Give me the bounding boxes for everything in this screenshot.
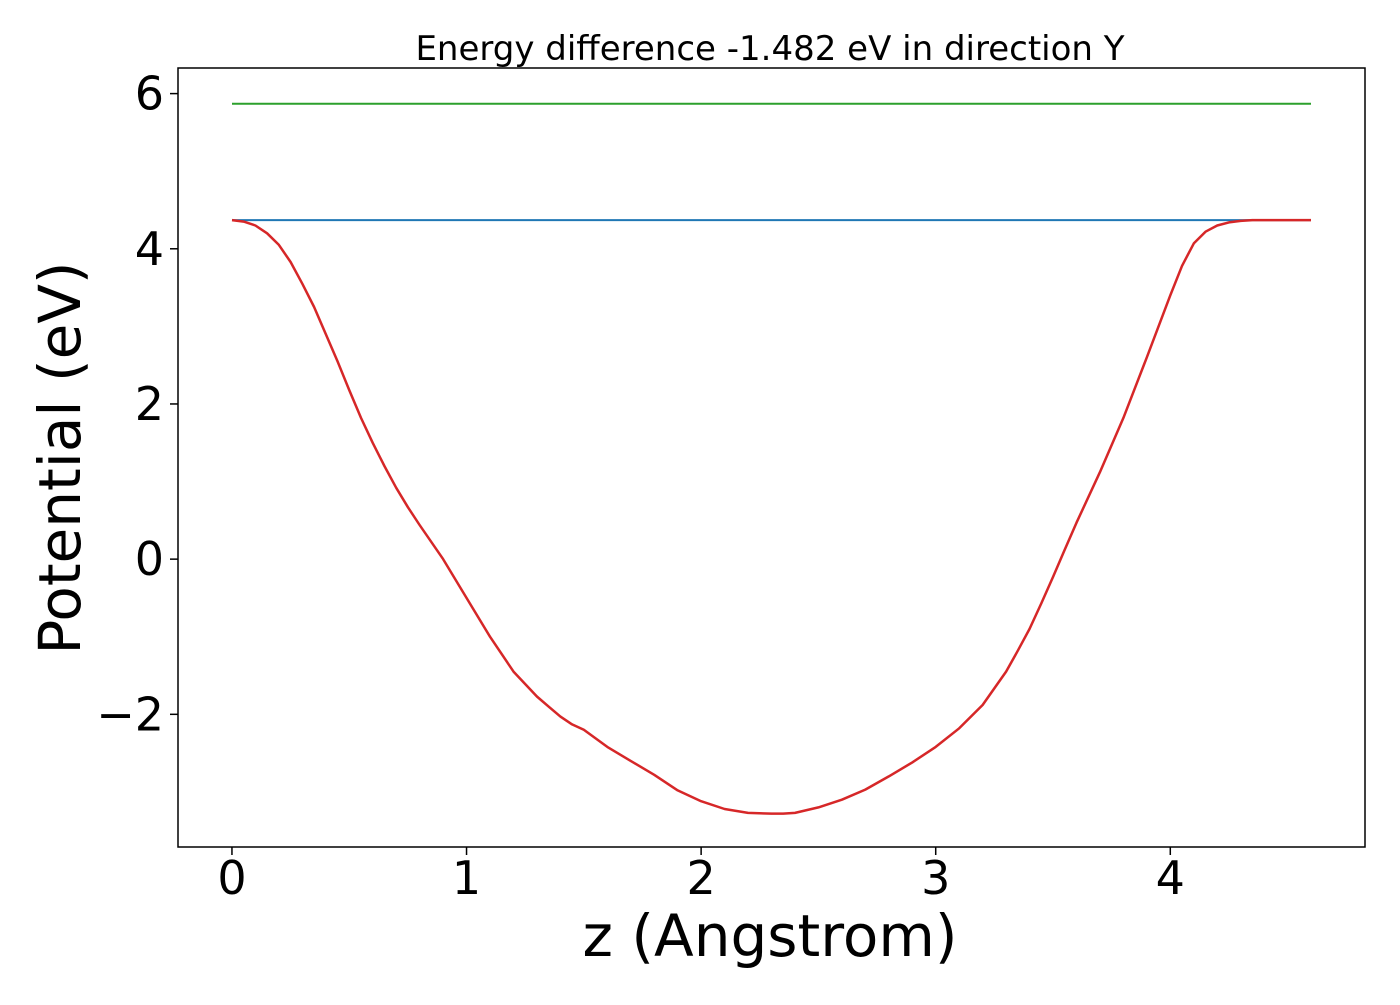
x-tick-label: 1 [452, 851, 481, 905]
chart-title: Energy difference -1.482 eV in direction… [415, 29, 1124, 69]
series-layer [231, 102, 1311, 815]
x-tick-label: 3 [921, 851, 950, 905]
y-tick-label: −2 [96, 687, 164, 741]
y-tick-label: 2 [135, 377, 164, 431]
y-tick-label: 4 [135, 222, 164, 276]
series-line-3 [231, 218, 1311, 815]
x-axis-ticks: 0 1 2 3 4 [217, 847, 1185, 905]
x-tick-label: 0 [217, 851, 246, 905]
y-tick-label: 6 [135, 67, 164, 121]
x-tick-label: 4 [1156, 851, 1185, 905]
x-tick-label: 2 [686, 851, 715, 905]
x-axis-label: z (Angstrom) [583, 902, 958, 970]
y-tick-label: 0 [135, 532, 164, 586]
y-axis-ticks: −2 0 2 4 6 [96, 67, 178, 741]
y-axis-label: Potential (eV) [26, 261, 94, 654]
plot-frame [177, 67, 1366, 848]
